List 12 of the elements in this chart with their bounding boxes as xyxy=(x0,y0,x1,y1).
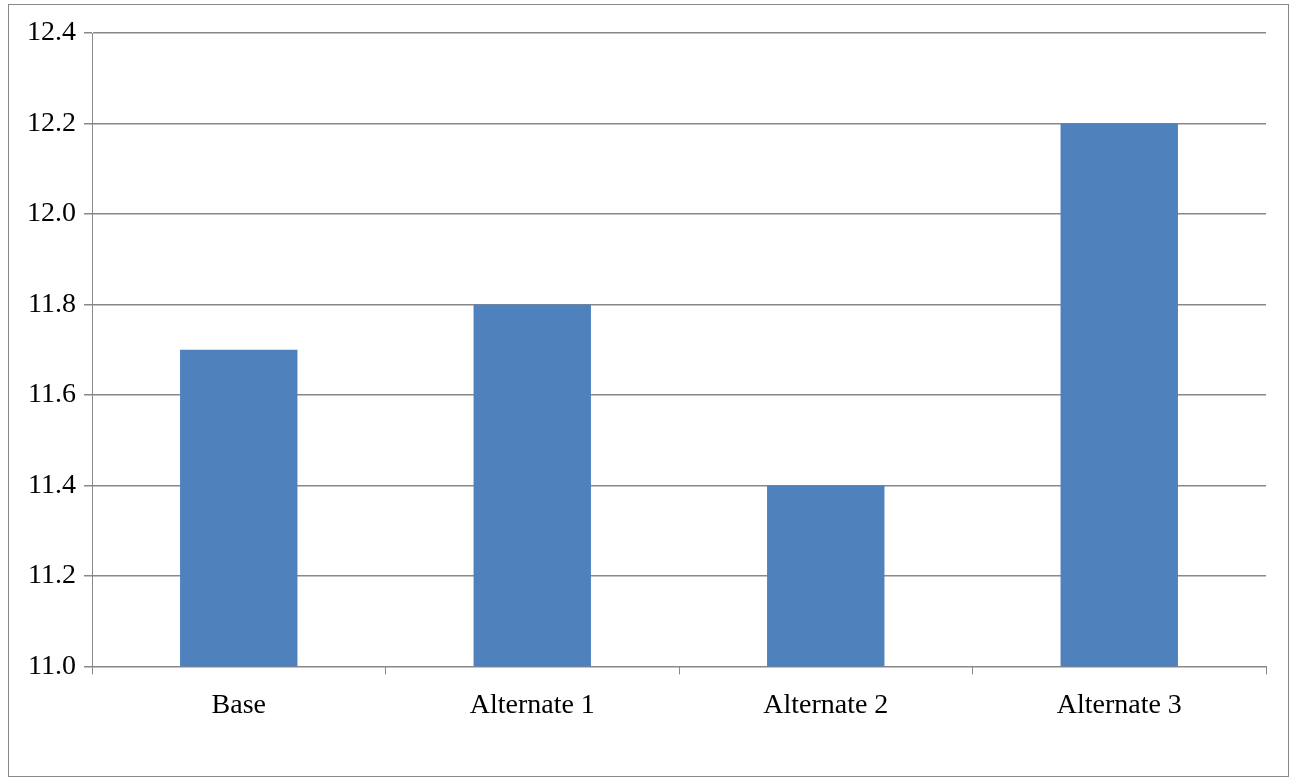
y-tick-label: 12.2 xyxy=(27,105,76,137)
y-tick-label: 12.4 xyxy=(27,15,76,47)
y-tick-label: 11.4 xyxy=(28,467,76,499)
x-tick-label: Alternate 3 xyxy=(1056,687,1182,719)
y-tick-label: 11.6 xyxy=(28,377,76,409)
y-tick-label: 11.8 xyxy=(28,286,76,318)
y-tick-label: 12.0 xyxy=(27,196,76,228)
x-tick-label: Alternate 2 xyxy=(763,687,889,719)
y-tick-label: 11.2 xyxy=(28,558,76,590)
y-tick-label: 11.0 xyxy=(28,648,76,680)
x-tick-label: Alternate 1 xyxy=(469,687,595,719)
x-tick-label: Base xyxy=(211,687,266,719)
